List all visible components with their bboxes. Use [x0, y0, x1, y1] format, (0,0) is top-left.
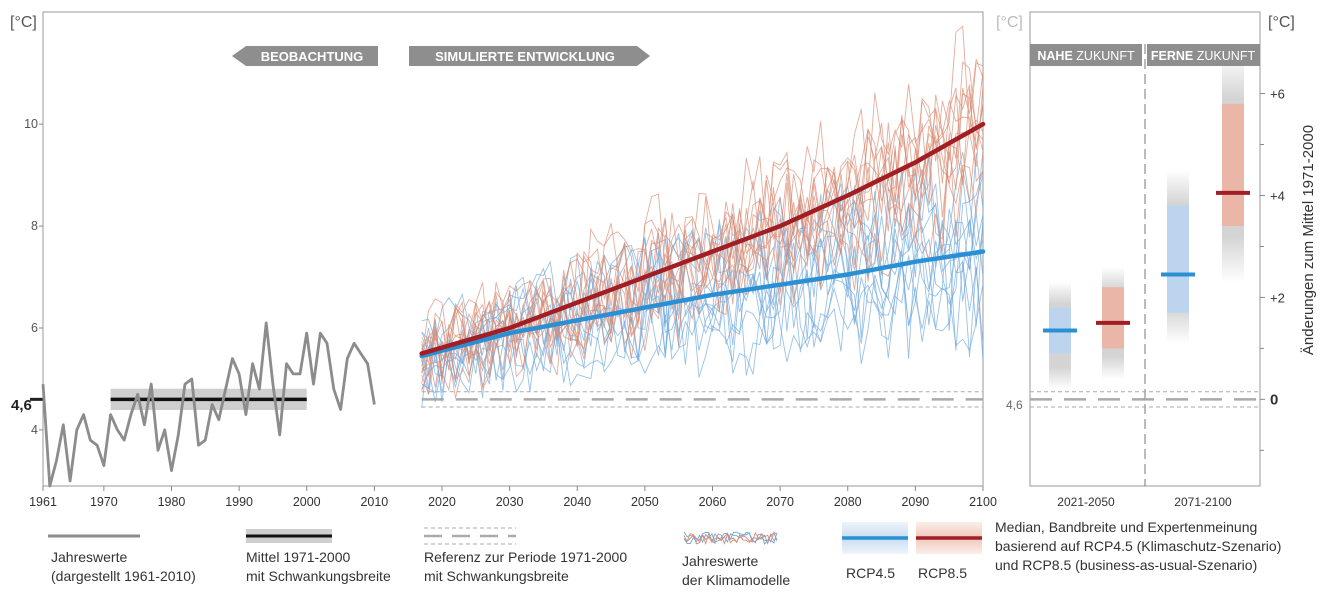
- side-reference-label: 4,6: [1006, 398, 1023, 412]
- rcp45-median-line: [419, 249, 986, 359]
- legend-models-line1: Jahreswerte: [682, 553, 759, 569]
- x-tick-label: 1990: [225, 495, 253, 509]
- x-tick-label: 2050: [631, 495, 659, 509]
- ensemble-run: [421, 87, 984, 367]
- legend-median-line2: basierend auf RCP4.5 (Klimaschutz-Szenar…: [995, 538, 1282, 554]
- x-tick-label: 2070: [766, 495, 794, 509]
- reference-value-label: 4,6: [11, 397, 32, 414]
- ensemble-run: [421, 99, 984, 380]
- x-tick-label: 2030: [496, 495, 524, 509]
- legend-ref-line2: mit Schwankungsbreite: [424, 568, 569, 584]
- legend-ref-text: Referenz zur Periode 1971-2000 mit Schwa…: [424, 548, 627, 586]
- rcp85-median-line: [419, 121, 986, 356]
- x-tick-label: 2090: [901, 495, 929, 509]
- x-tick-label: 2100: [969, 495, 997, 509]
- svg-text:FERNE ZUKUNFT: FERNE ZUKUNFT: [1151, 49, 1256, 63]
- y-tick-label: 4: [31, 423, 38, 437]
- ensemble-run: [421, 58, 984, 377]
- x-tick-label: 2060: [699, 495, 727, 509]
- y-tick-label: 6: [31, 321, 38, 335]
- side-tick-label: +6: [1270, 87, 1285, 102]
- legend-obs-text: Jahreswerte (dargestellt 1961-2010): [51, 548, 196, 586]
- banner-observation-label: BEOBACHTUNG: [261, 49, 364, 64]
- legend-swatches: [48, 522, 982, 554]
- box-band: [1222, 103, 1244, 227]
- side-tick-label: +2: [1270, 290, 1285, 305]
- side-y-axis-title: Änderungen zum Mittel 1971-2000: [1300, 125, 1317, 355]
- period-near-rest: ZUKUNFT: [1076, 49, 1135, 63]
- ensemble-run: [421, 208, 984, 390]
- legend-models-line2: der Klimamodelle: [682, 572, 791, 588]
- banner-simulation: SIMULIERTE ENTWICKLUNG: [409, 46, 650, 66]
- side-tick-label: +4: [1270, 188, 1285, 203]
- legend-mean-line2: mit Schwankungsbreite: [246, 568, 391, 584]
- box-band: [1167, 205, 1189, 313]
- y-tick-label: 8: [31, 219, 38, 233]
- x-tick-label: 1980: [158, 495, 186, 509]
- x-tick-label: 1970: [90, 495, 118, 509]
- legend-obs-line2: (dargestellt 1961-2010): [51, 568, 196, 584]
- period-near-label: 2021-2050: [1057, 495, 1115, 509]
- ensemble-run: [421, 255, 984, 409]
- x-tick-label: 1961: [29, 495, 57, 509]
- legend-models-swatch: [683, 531, 778, 546]
- y-tick-label: 10: [24, 117, 38, 131]
- legend-rcp85-text: RCP8.5: [918, 565, 968, 581]
- legend-model-run: [683, 531, 778, 544]
- legend-ref-line1: Referenz zur Periode 1971-2000: [424, 549, 628, 565]
- main-y-unit-right: [°C]: [996, 14, 1023, 31]
- x-tick-label: 2020: [428, 495, 456, 509]
- side-tick-label: 0: [1270, 391, 1278, 408]
- period-far-rest: ZUKUNFT: [1197, 49, 1256, 63]
- x-tick-label: 2040: [563, 495, 591, 509]
- side-y-unit: [°C]: [1268, 14, 1295, 31]
- x-tick-label: 2000: [293, 495, 321, 509]
- legend-mean-line1: Mittel 1971-2000: [246, 549, 351, 565]
- ensemble-run: [421, 25, 984, 358]
- period-header-near: NAHE ZUKUNFT: [1030, 44, 1142, 66]
- svg-text:NAHE ZUKUNFT: NAHE ZUKUNFT: [1037, 49, 1135, 63]
- period-far-bold: FERNE: [1151, 49, 1193, 63]
- main-y-unit: [°C]: [10, 14, 37, 31]
- ensemble-run: [421, 152, 984, 374]
- banner-simulation-label: SIMULIERTE ENTWICKLUNG: [435, 49, 615, 64]
- legend-median-line3: und RCP8.5 (business-as-usual-Szenario): [995, 557, 1258, 573]
- box-band: [1102, 287, 1124, 349]
- legend-median-line1: Median, Bandbreite und Expertenmeinung: [995, 519, 1258, 535]
- legend-model-run: [683, 531, 778, 546]
- x-tick-label: 2010: [360, 495, 388, 509]
- legend-median-text: Median, Bandbreite und Expertenmeinung b…: [995, 518, 1281, 575]
- main-plot: 1961 1970 1980 1990 2000 2010 2020 2030 2040 2050…: [24, 25, 997, 509]
- legend-mean-text: Mittel 1971-2000 mit Schwankungsbreite: [246, 548, 391, 586]
- legend-rcp45-text: RCP4.5: [846, 565, 896, 581]
- observation-line: [41, 321, 376, 488]
- ensemble-run: [421, 151, 984, 343]
- ensemble-lines: [421, 25, 984, 409]
- x-tick-label: 2080: [834, 495, 862, 509]
- period-far-label: 2071-2100: [1174, 495, 1232, 509]
- period-near-bold: NAHE: [1037, 49, 1072, 63]
- side-plot: +6 +4 +2 0: [1030, 44, 1285, 486]
- banner-observation: BEOBACHTUNG: [232, 46, 378, 66]
- main-plot-frame: [42, 11, 984, 487]
- period-header-far: FERNE ZUKUNFT: [1147, 44, 1260, 66]
- legend-models-text: Jahreswerte der Klimamodelle: [682, 552, 790, 590]
- legend-obs-line1: Jahreswerte: [51, 549, 128, 565]
